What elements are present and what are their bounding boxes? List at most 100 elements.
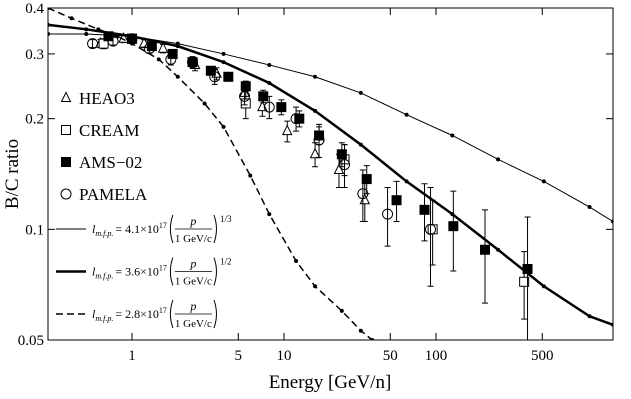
marker-square bbox=[223, 71, 234, 82]
model-point bbox=[248, 173, 253, 178]
marker-triangle bbox=[359, 193, 371, 205]
model-point bbox=[84, 27, 89, 32]
model-point bbox=[358, 142, 363, 147]
marker-square bbox=[419, 204, 430, 215]
marker-square bbox=[294, 113, 305, 124]
model-point bbox=[404, 112, 409, 117]
model-point bbox=[294, 259, 299, 264]
paren-open bbox=[169, 299, 174, 329]
formula-coefficient: = 3.6×10 bbox=[115, 265, 159, 279]
model-point bbox=[541, 179, 546, 184]
legend-marker bbox=[61, 157, 71, 167]
model-point bbox=[358, 328, 363, 333]
marker-square bbox=[276, 102, 287, 113]
error-bar bbox=[110, 36, 117, 46]
legend-label: HEAO3 bbox=[79, 89, 135, 108]
marker-circle bbox=[290, 113, 302, 125]
legend-formula: lm.f.p. = 2.8×1017 bbox=[92, 306, 167, 323]
marker-circle bbox=[187, 56, 199, 68]
formula-numerator: p bbox=[189, 299, 196, 313]
formula-exponent: 17 bbox=[159, 306, 167, 315]
formula-coefficient: = 4.1×10 bbox=[115, 222, 159, 236]
formula-symbol: l bbox=[92, 265, 96, 279]
error-bar bbox=[89, 39, 96, 49]
marker-square bbox=[391, 195, 402, 206]
y-tick-label: 0.1 bbox=[25, 222, 44, 238]
model-point bbox=[450, 133, 455, 138]
marker-square bbox=[361, 174, 372, 185]
model-point bbox=[48, 22, 50, 27]
model-point bbox=[611, 322, 613, 327]
legend-label: AMS−02 bbox=[79, 153, 142, 172]
x-tick-label: 1 bbox=[128, 348, 136, 364]
error-bar bbox=[481, 209, 488, 304]
error-bar bbox=[427, 186, 434, 287]
formula-denominator: 1 GeV/c bbox=[175, 276, 212, 288]
marker-triangle bbox=[281, 124, 293, 136]
model-line bbox=[48, 8, 373, 340]
formula-exponent: 17 bbox=[159, 264, 167, 273]
marker-circle bbox=[382, 208, 394, 220]
formula-denominator: 1 GeV/c bbox=[175, 318, 212, 330]
model-point bbox=[313, 74, 318, 79]
marker-circle bbox=[339, 159, 351, 171]
model-point bbox=[541, 284, 546, 289]
paren-open bbox=[169, 257, 174, 286]
marker-triangle bbox=[309, 147, 321, 159]
model-point bbox=[96, 27, 101, 32]
marker-square bbox=[519, 276, 530, 287]
formula-numerator: p bbox=[189, 214, 196, 228]
marker-circle bbox=[107, 35, 119, 47]
model-point bbox=[130, 41, 135, 46]
marker-circle bbox=[313, 134, 325, 146]
model-point bbox=[339, 308, 344, 313]
formula-denominator: 1 GeV/c bbox=[175, 233, 212, 245]
paren-close bbox=[213, 214, 217, 244]
paren-open bbox=[169, 214, 174, 244]
model-point bbox=[267, 81, 272, 86]
formula-symbol: l bbox=[92, 307, 96, 321]
error-bar bbox=[524, 216, 531, 340]
model-point bbox=[267, 62, 272, 67]
model-point bbox=[267, 212, 272, 217]
marker-circle bbox=[239, 90, 251, 102]
model-point bbox=[496, 247, 501, 252]
marker-square bbox=[448, 221, 459, 232]
legend-marker bbox=[60, 91, 72, 102]
x-tick-label: 5 bbox=[235, 348, 243, 364]
error-bar bbox=[341, 144, 348, 188]
y-tick-label: 0.4 bbox=[25, 1, 44, 17]
x-tick-label: 50 bbox=[383, 348, 398, 364]
paren-close bbox=[213, 299, 217, 329]
formula-subscript: m.f.p. bbox=[95, 272, 113, 281]
model-point bbox=[221, 51, 226, 56]
model-point bbox=[202, 101, 207, 106]
model-point bbox=[84, 31, 89, 36]
marker-square bbox=[240, 81, 251, 92]
formula-power: 1/3 bbox=[220, 214, 232, 224]
model-point bbox=[313, 108, 318, 113]
y-tick-label: 0.3 bbox=[25, 47, 44, 63]
model-point bbox=[48, 31, 50, 36]
legend-marker bbox=[60, 188, 72, 200]
marker-triangle bbox=[157, 42, 169, 53]
marker-square bbox=[146, 41, 157, 52]
x-tick-label: 500 bbox=[531, 348, 554, 364]
marker-square bbox=[336, 149, 347, 160]
legend-formula: lm.f.p. = 4.1×1017 bbox=[92, 221, 167, 238]
model-point bbox=[156, 57, 161, 62]
marker-circle bbox=[263, 101, 275, 113]
legend-formula: lm.f.p. = 3.6×1017 bbox=[92, 264, 167, 281]
model-point bbox=[69, 16, 74, 21]
model-point bbox=[370, 338, 375, 340]
plot-frame bbox=[47, 7, 614, 341]
model-point bbox=[404, 179, 409, 184]
marker-circle bbox=[165, 53, 177, 65]
error-bar bbox=[189, 56, 196, 69]
model-point bbox=[611, 219, 613, 224]
model-point bbox=[358, 90, 363, 95]
legend-label: CREAM bbox=[79, 121, 139, 140]
model-point bbox=[221, 124, 226, 129]
model-point bbox=[115, 34, 120, 39]
